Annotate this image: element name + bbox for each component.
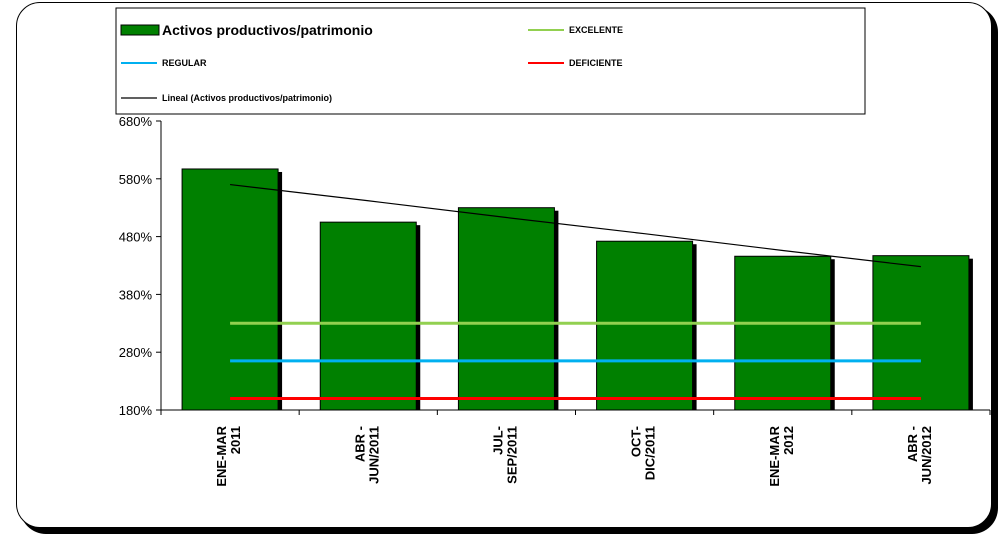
x-tick-label: ENE-MAR2011 bbox=[214, 425, 243, 486]
legend-label: REGULAR bbox=[162, 58, 207, 68]
bar-4 bbox=[597, 241, 693, 410]
y-tick-label: 480% bbox=[119, 230, 153, 245]
y-tick-label: 580% bbox=[119, 172, 153, 187]
x-tick-label-line: 2011 bbox=[228, 426, 243, 454]
legend-label: DEFICIENTE bbox=[569, 58, 623, 68]
x-tick-group: ENE-MAR2012 bbox=[767, 425, 796, 486]
x-tick-label-line: ABR - bbox=[352, 426, 367, 462]
x-tick-group: ABR -JUN/2011 bbox=[352, 426, 381, 484]
x-tick-label: JUL-SEP/2011 bbox=[490, 426, 519, 484]
y-tick-label: 280% bbox=[119, 345, 153, 360]
x-tick-label: ENE-MAR2012 bbox=[767, 425, 796, 486]
legend-label: EXCELENTE bbox=[569, 25, 623, 35]
y-tick-label: 380% bbox=[119, 287, 153, 302]
x-tick-group: JUL-SEP/2011 bbox=[490, 426, 519, 484]
x-tick-label: OCT-DIC/2011 bbox=[629, 426, 658, 480]
x-tick-label-line: SEP/2011 bbox=[504, 426, 519, 484]
legend-label: Activos productivos/patrimonio bbox=[162, 22, 373, 38]
bar-2 bbox=[320, 222, 416, 410]
legend-label: Lineal (Activos productivos/patrimonio) bbox=[162, 93, 332, 103]
axes bbox=[161, 121, 990, 415]
x-tick-label-line: DIC/2011 bbox=[643, 426, 658, 480]
bar-3 bbox=[458, 208, 554, 410]
x-tick-label-line: 2012 bbox=[781, 426, 796, 455]
x-tick-label-line: OCT- bbox=[629, 426, 644, 457]
x-tick-label-line: JUL- bbox=[490, 426, 505, 455]
x-tick-label-line: JUN/2012 bbox=[919, 426, 934, 485]
legend-swatch bbox=[121, 25, 159, 35]
x-tick-label-line: JUN/2011 bbox=[366, 426, 381, 484]
x-tick-label-line: ABR - bbox=[905, 426, 920, 462]
y-tick-label: 680% bbox=[119, 114, 153, 129]
x-tick-group: ABR -JUN/2012 bbox=[905, 426, 934, 485]
x-tick-labels: ENE-MAR2011 ABR -JUN/2011 JUL-SEP/2011 OCT-… bbox=[214, 425, 934, 486]
bars bbox=[182, 169, 973, 410]
y-tick-label: 180% bbox=[119, 403, 153, 418]
x-tick-label: ABR -JUN/2011 bbox=[352, 426, 381, 484]
x-tick-group: ENE-MAR2011 bbox=[214, 425, 243, 486]
x-tick-label: ABR -JUN/2012 bbox=[905, 426, 934, 485]
x-tick-label-line: ENE-MAR bbox=[767, 425, 782, 486]
bar-6 bbox=[873, 256, 969, 410]
x-tick-label-line: ENE-MAR bbox=[214, 425, 229, 486]
legend: Activos productivos/patrimonio EXCELENTE R… bbox=[116, 8, 865, 114]
y-tick-labels: 180% 280% 380% 480% 580% 680% bbox=[119, 114, 161, 418]
x-tick-group: OCT-DIC/2011 bbox=[629, 426, 658, 480]
bar-1 bbox=[182, 169, 278, 410]
bar-5 bbox=[735, 256, 831, 410]
